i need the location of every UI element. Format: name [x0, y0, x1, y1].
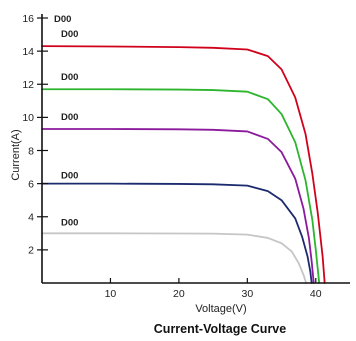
y-tick-label-16: 16 — [22, 13, 34, 25]
curve-annotation-4: D00 — [61, 112, 78, 123]
series-line-3 — [41, 128, 315, 284]
series-line-2 — [41, 88, 321, 284]
y-tick-label-14: 14 — [22, 46, 34, 58]
curve-annotation-3: D00 — [61, 72, 78, 83]
ticks-layer: 2 4 6 8 10 12 14 16 10 20 30 40 — [22, 13, 321, 300]
curve-annotation-1: D00 — [54, 14, 71, 25]
y-tick-label-12: 12 — [22, 79, 34, 91]
series-layer — [41, 45, 326, 284]
curve-annotation-5: D00 — [61, 171, 78, 182]
x-axis-label: Voltage(V) — [195, 303, 246, 315]
x-tick-label-30: 30 — [241, 288, 253, 300]
y-axis-label: Current(A) — [10, 129, 22, 180]
curve-annotation-6: D00 — [61, 217, 78, 228]
series-line-4 — [41, 182, 313, 284]
axes-layer — [41, 14, 350, 284]
series-line-5 — [41, 232, 308, 284]
y-tick-label-4: 4 — [28, 212, 34, 224]
x-tick-label-40: 40 — [310, 288, 322, 300]
y-tick-label-10: 10 — [22, 112, 34, 124]
y-tick-label-8: 8 — [28, 145, 34, 157]
curve-annotation-2: D00 — [61, 29, 78, 40]
series-line-1 — [41, 45, 326, 284]
annotations-layer: D00 D00 D00 D00 D00 D00 — [54, 14, 78, 228]
chart-title: Current-Voltage Curve — [154, 322, 286, 336]
y-tick-label-2: 2 — [28, 245, 34, 257]
x-tick-label-20: 20 — [173, 288, 185, 300]
x-tick-label-10: 10 — [105, 288, 117, 300]
y-tick-label-6: 6 — [28, 178, 34, 190]
